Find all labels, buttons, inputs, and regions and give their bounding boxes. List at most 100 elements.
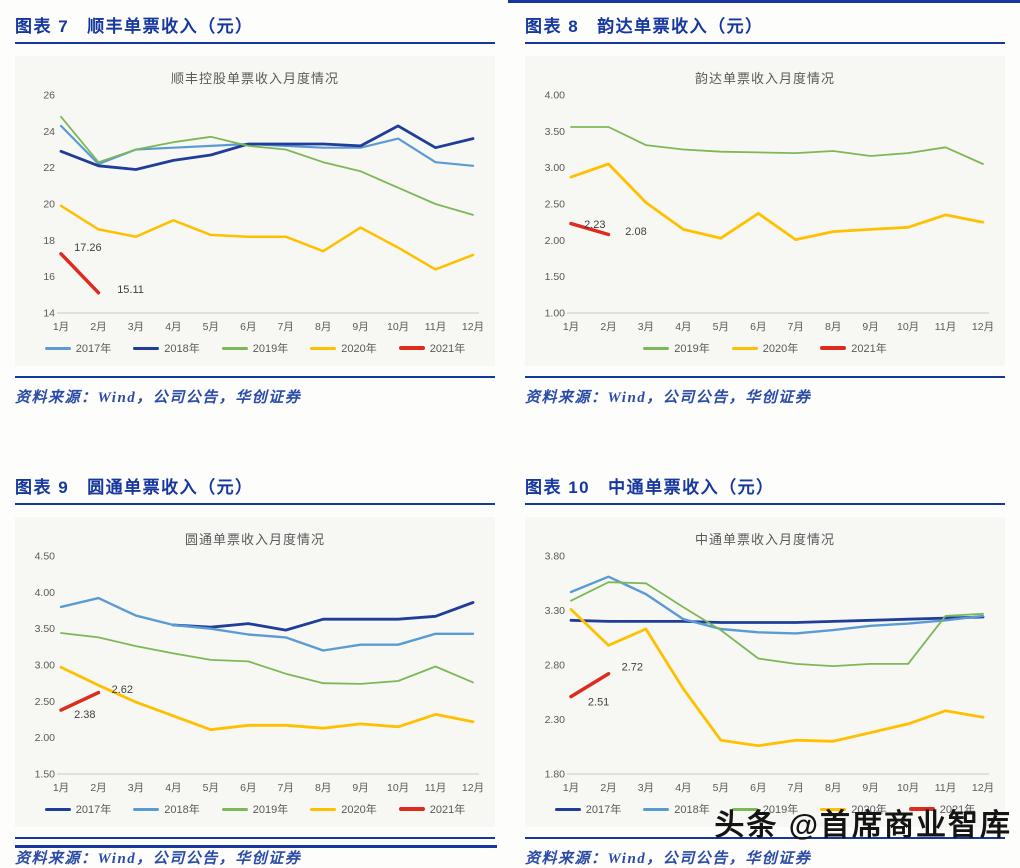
y-tick-label: 4.00 — [545, 90, 566, 102]
legend-item: 2020年 — [310, 801, 377, 817]
legend-item: 2018年 — [133, 801, 200, 817]
series-line-2020年 — [59, 665, 475, 732]
series-line-2017年 — [59, 124, 475, 167]
legend-item: 2021年 — [398, 340, 466, 356]
x-tick-label: 1月 — [563, 321, 579, 333]
series-line-2018年 — [59, 596, 475, 652]
y-tick-label: 1.00 — [545, 308, 566, 320]
legend-swatch — [731, 807, 758, 811]
legend-label: 2021年 — [429, 343, 466, 355]
legend-label: 2020年 — [341, 343, 377, 355]
bottom-divider-line — [15, 845, 497, 848]
legend-label: 2019年 — [252, 343, 289, 355]
chart-title: 顺丰控股单票收入月度情况 — [170, 71, 339, 86]
data-label: 2.38 — [74, 709, 95, 721]
legend-label: 2021年 — [429, 804, 466, 816]
x-tick-label: 2月 — [90, 321, 106, 333]
series-line-2019年 — [60, 115, 474, 216]
series-line-2018年 — [569, 575, 985, 635]
y-tick-label: 3.30 — [545, 605, 566, 617]
line-chart-sf: 26 24 22 20 18 16 14 1月 2月 3月 4月 5月 6月 7月 8月 9月 10月 11月 12… — [21, 87, 489, 337]
legend-swatch — [398, 346, 425, 350]
legend-swatch — [310, 807, 337, 811]
legend-swatch — [133, 346, 160, 350]
line-chart-zto: 3.80 3.30 2.80 2.30 1.80 1月 2月 3月 4月 5月 6月 7月 8月 9月 10… — [531, 548, 999, 798]
legend-swatch — [820, 807, 847, 811]
legend-item: 2019年 — [221, 801, 289, 817]
x-tick-label: 5月 — [713, 782, 729, 794]
chart-canvas: 顺丰控股单票收入月度情况 26 24 22 20 18 16 14 1月 2月 3月 4月 5月 6月 7… — [15, 56, 495, 366]
chart-title: 圆通单票收入月度情况 — [184, 532, 325, 547]
series-line-2019年 — [60, 632, 474, 685]
series-line-2019年 — [570, 126, 984, 165]
x-tick-label: 8月 — [825, 782, 841, 794]
chart-legend: 2017年 2018年 2019年 2020年 2021年 — [21, 337, 489, 366]
figure-header: 图表 8 韵达单票收入（元） — [525, 12, 1005, 44]
legend-item: 2019年 — [643, 340, 710, 356]
top-divider-line — [508, 0, 1020, 3]
legend-swatch — [554, 807, 581, 811]
series-line-2021年 — [569, 221, 611, 237]
x-tick-label: 10月 — [897, 782, 919, 794]
series-line-2020年 — [569, 608, 985, 748]
series-line-2018年 — [59, 124, 475, 171]
y-tick-label: 1.50 — [35, 769, 56, 781]
x-tick-label: 4月 — [675, 321, 691, 333]
chart-title: 韵达单票收入月度情况 — [694, 71, 835, 86]
y-tick-label: 3.00 — [35, 660, 56, 672]
legend-item: 2019年 — [221, 340, 289, 356]
x-tick-label: 4月 — [165, 782, 181, 794]
x-tick-label: 12月 — [972, 321, 994, 333]
y-tick-label: 22 — [43, 162, 55, 174]
figure-label: 图表 7 — [15, 17, 70, 36]
x-tick-label: 6月 — [240, 782, 256, 794]
x-tick-label: 1月 — [53, 321, 69, 333]
legend-item: 2017年 — [554, 801, 622, 817]
watermark-text: 头条 @首席商业智库 — [714, 809, 1012, 842]
legend-item: 2018年 — [133, 340, 200, 356]
series-line-2021年 — [569, 671, 611, 699]
source-text: 资料来源：Wind，公司公告，华创证券 — [15, 390, 302, 406]
x-tick-label: 12月 — [462, 782, 484, 794]
legend-swatch — [221, 346, 248, 350]
chart-canvas: 韵达单票收入月度情况 4.00 3.50 3.00 2.50 2.00 1.50 1.00 1… — [525, 56, 1005, 366]
figure-header: 图表 7 顺丰单票收入（元） — [15, 12, 495, 44]
legend-item: 2021年 — [908, 801, 975, 817]
y-tick-label: 1.50 — [545, 271, 566, 283]
source-text: 资料来源：Wind，公司公告，华创证券 — [525, 390, 812, 406]
y-tick-label: 2.80 — [545, 660, 566, 672]
data-label: 2.72 — [622, 662, 643, 674]
x-tick-label: 5月 — [203, 782, 219, 794]
x-tick-label: 3月 — [638, 782, 654, 794]
legend-item: 2021年 — [398, 801, 466, 817]
legend-swatch — [133, 807, 160, 811]
x-tick-label: 8月 — [315, 321, 331, 333]
data-label: 2.62 — [112, 684, 133, 696]
data-label: 2.51 — [588, 697, 609, 709]
chart-legend: 2017年 2018年 2019年 2020年 2021年 — [21, 798, 489, 827]
x-tick-label: 9月 — [862, 321, 878, 333]
x-tick-label: 6月 — [750, 782, 766, 794]
series-line-2017年 — [569, 615, 985, 624]
y-tick-label: 2.50 — [35, 696, 56, 708]
x-tick-label: 11月 — [935, 321, 956, 333]
y-tick-label: 2.00 — [545, 235, 566, 247]
legend-swatch — [731, 346, 758, 350]
y-tick-label: 3.80 — [545, 551, 566, 563]
legend-label: 2019年 — [252, 804, 289, 816]
x-tick-label: 11月 — [425, 321, 446, 333]
y-tick-label: 3.50 — [35, 623, 56, 635]
x-tick-label: 3月 — [638, 321, 654, 333]
x-tick-label: 10月 — [897, 321, 919, 333]
x-tick-label: 12月 — [462, 321, 484, 333]
chart-title: 中通单票收入月度情况 — [694, 532, 835, 547]
x-tick-label: 9月 — [862, 782, 878, 794]
series-line-2017年 — [171, 601, 475, 632]
legend-swatch — [643, 346, 670, 350]
legend-item: 2021年 — [820, 340, 887, 356]
legend-label: 2017年 — [585, 804, 622, 816]
series-line-2019年 — [570, 581, 984, 667]
figure-label: 图表 9 — [15, 478, 70, 497]
legend-label: 2020年 — [341, 804, 377, 816]
